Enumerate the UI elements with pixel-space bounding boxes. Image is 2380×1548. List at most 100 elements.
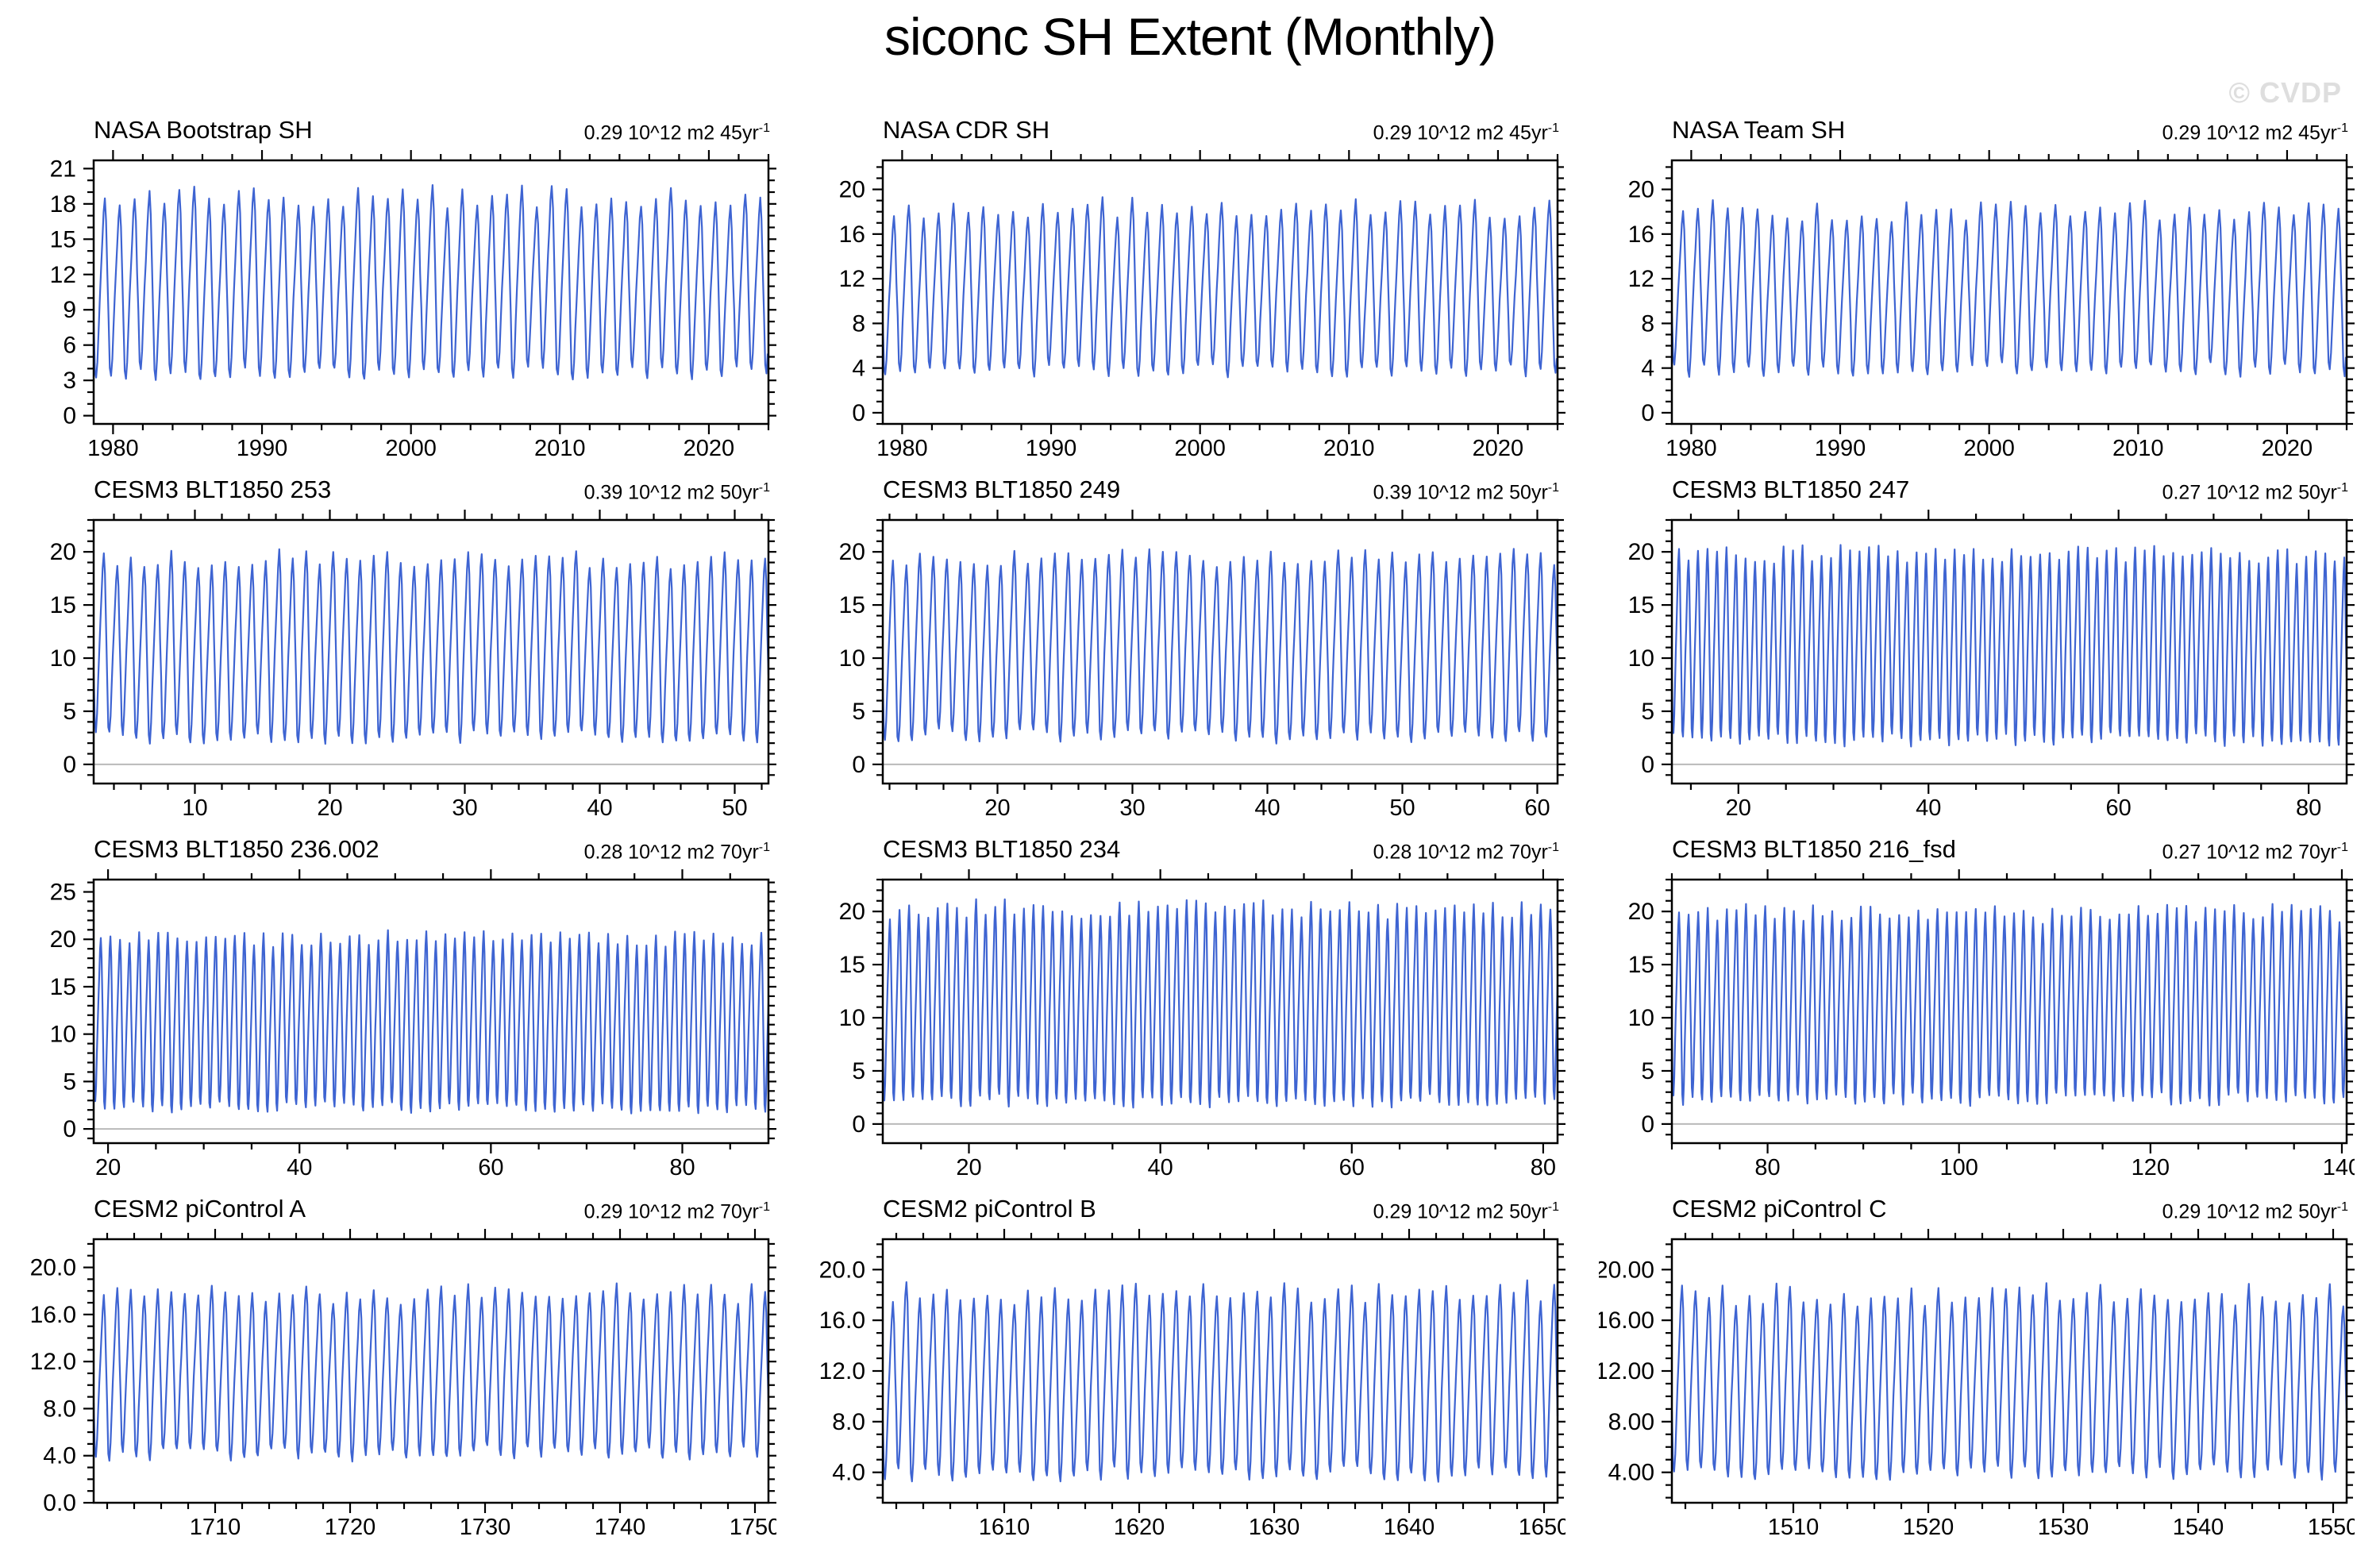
x-tick-label: 60 [2106, 795, 2132, 821]
y-tick-label: 15 [50, 226, 76, 252]
trend-annotation: 0.39 10^12 m2 50yr-1 [583, 480, 770, 503]
trend-annotation: 0.27 10^12 m2 50yr-1 [2162, 480, 2348, 503]
y-tick-label: 15 [50, 592, 76, 618]
y-tick-label: 20 [1628, 177, 1654, 203]
x-tick-label: 1650 [1519, 1515, 1565, 1540]
siconc-series-line [92, 929, 770, 1115]
x-tick-label: 80 [1531, 1155, 1556, 1180]
y-tick-label: 15 [839, 592, 865, 618]
panel-title: CESM3 BLT1850 234 [883, 835, 1121, 863]
axis-ticks [872, 1229, 1568, 1513]
trend-annotation: 0.29 10^12 m2 70yr-1 [583, 1200, 770, 1223]
panel-header: CESM3 BLT1850 216_fsd 0.27 10^12 m2 70yr-… [1599, 829, 2355, 864]
x-tick-label: 2020 [2262, 436, 2313, 461]
y-tick-label: 16.0 [30, 1302, 76, 1328]
y-tick-label: 4.0 [832, 1460, 865, 1486]
y-tick-label: 8 [852, 310, 865, 337]
y-tick-label: 4.00 [1608, 1460, 1654, 1486]
y-tick-label: 0 [1641, 1111, 1654, 1138]
y-tick-label: 0 [852, 752, 865, 778]
y-tick-label: 16.0 [819, 1307, 865, 1334]
x-tick-label: 40 [1148, 1155, 1173, 1180]
page-title: siconc SH Extent (Monthly) [884, 7, 1496, 66]
x-tick-label: 1540 [2173, 1515, 2224, 1540]
panel-cesm3-blt1850-247: CESM3 BLT1850 247 0.27 10^12 m2 50yr-1 20 4… [1599, 469, 2357, 829]
x-tick-label: 1620 [1114, 1515, 1165, 1540]
y-tick-label: 9 [63, 297, 76, 323]
axis-ticks [1662, 510, 2357, 794]
x-tick-label: 60 [1524, 795, 1550, 821]
x-tick-label: 50 [1389, 795, 1415, 821]
x-tick-label: 1710 [190, 1515, 241, 1540]
panel-header: CESM3 BLT1850 249 0.39 10^12 m2 50yr-1 [810, 469, 1565, 504]
x-tick-label: 30 [452, 795, 477, 821]
y-tick-label: 20.00 [1599, 1257, 1654, 1283]
y-tick-label: 5 [63, 699, 76, 725]
x-tick-label: 20 [95, 1155, 121, 1180]
y-tick-label: 8.0 [832, 1409, 865, 1435]
panel-header: CESM3 BLT1850 236.002 0.28 10^12 m2 70yr-… [21, 829, 776, 864]
panel-title: CESM3 BLT1850 253 [94, 476, 332, 503]
trend-annotation: 0.28 10^12 m2 70yr-1 [1373, 840, 1559, 863]
y-tick-label: 12 [50, 262, 76, 288]
x-tick-label: 1640 [1384, 1515, 1435, 1540]
y-tick-label: 15 [1628, 592, 1654, 618]
siconc-series-line [881, 898, 1559, 1109]
y-tick-label: 5 [852, 1058, 865, 1084]
x-tick-label: 80 [1754, 1155, 1780, 1180]
panel-title: NASA Bootstrap SH [94, 116, 313, 144]
axis-ticks [872, 869, 1568, 1153]
y-tick-label: 16 [1628, 221, 1654, 248]
plot-frame [1670, 518, 2348, 785]
plot-frame [92, 159, 770, 426]
x-tick-label: 1510 [1768, 1515, 1820, 1540]
x-tick-label: 1610 [979, 1515, 1030, 1540]
panel-cesm2-picontrol-b: CESM2 piControl B 0.29 10^12 m2 50yr-1 161… [810, 1188, 1570, 1548]
x-tick-label: 2020 [684, 436, 735, 461]
y-tick-label: 10 [839, 645, 865, 672]
panel-header: CESM3 BLT1850 253 0.39 10^12 m2 50yr-1 [21, 469, 776, 504]
plot-area: 1980 1990 2000 2010 2020 0 3 6 9 12 15 18 21 [50, 150, 779, 461]
x-tick-label: 40 [1916, 795, 1941, 821]
plot-frame [1670, 159, 2348, 426]
y-tick-label: 20 [839, 177, 865, 203]
plot-frame [881, 518, 1559, 785]
panel-title: CESM2 piControl C [1672, 1195, 1887, 1223]
y-tick-label: 10 [1628, 645, 1654, 672]
trend-annotation: 0.27 10^12 m2 70yr-1 [2162, 840, 2348, 863]
x-tick-label: 2010 [1323, 436, 1375, 461]
y-tick-label: 20 [50, 539, 76, 565]
panel-header: CESM2 piControl A 0.29 10^12 m2 70yr-1 [21, 1188, 776, 1223]
x-tick-label: 60 [478, 1155, 503, 1180]
x-tick-label: 30 [1119, 795, 1145, 821]
axis-ticks [1662, 869, 2357, 1153]
x-tick-label: 40 [587, 795, 612, 821]
siconc-series-line [1670, 199, 2347, 378]
plot-area: 20 40 60 80 0 5 10 15 20 [839, 869, 1568, 1180]
x-tick-label: 2000 [1174, 436, 1226, 461]
plot-frame [92, 878, 770, 1145]
x-tick-label: 20 [956, 1155, 981, 1180]
panel-cesm3-blt1850-216-fsd: CESM3 BLT1850 216_fsd 0.27 10^12 m2 70yr-… [1599, 829, 2362, 1188]
siconc-series-line [92, 548, 770, 745]
y-tick-label: 0 [1641, 752, 1654, 778]
x-tick-label: 140 [2323, 1155, 2355, 1180]
siconc-series-line [881, 1279, 1559, 1483]
y-tick-label: 6 [63, 333, 76, 359]
x-tick-label: 2000 [385, 436, 437, 461]
x-tick-label: 20 [984, 795, 1010, 821]
x-tick-label: 20 [1726, 795, 1751, 821]
y-tick-label: 8.00 [1608, 1409, 1654, 1435]
axis-ticks [83, 510, 779, 794]
x-tick-label: 2010 [2112, 436, 2164, 461]
plot-area: 10 20 30 40 50 0 5 10 15 20 [50, 510, 779, 821]
y-tick-label: 5 [852, 699, 865, 725]
y-tick-label: 5 [1641, 1058, 1654, 1084]
y-tick-label: 20 [1628, 539, 1654, 565]
y-tick-label: 8.0 [43, 1396, 76, 1422]
y-tick-label: 18 [50, 191, 76, 218]
panel-title: CESM3 BLT1850 249 [883, 476, 1121, 503]
plot-area: 20 30 40 50 60 0 5 10 15 20 [839, 510, 1568, 821]
plot-frame [1670, 878, 2348, 1145]
x-tick-label: 1520 [1903, 1515, 1954, 1540]
